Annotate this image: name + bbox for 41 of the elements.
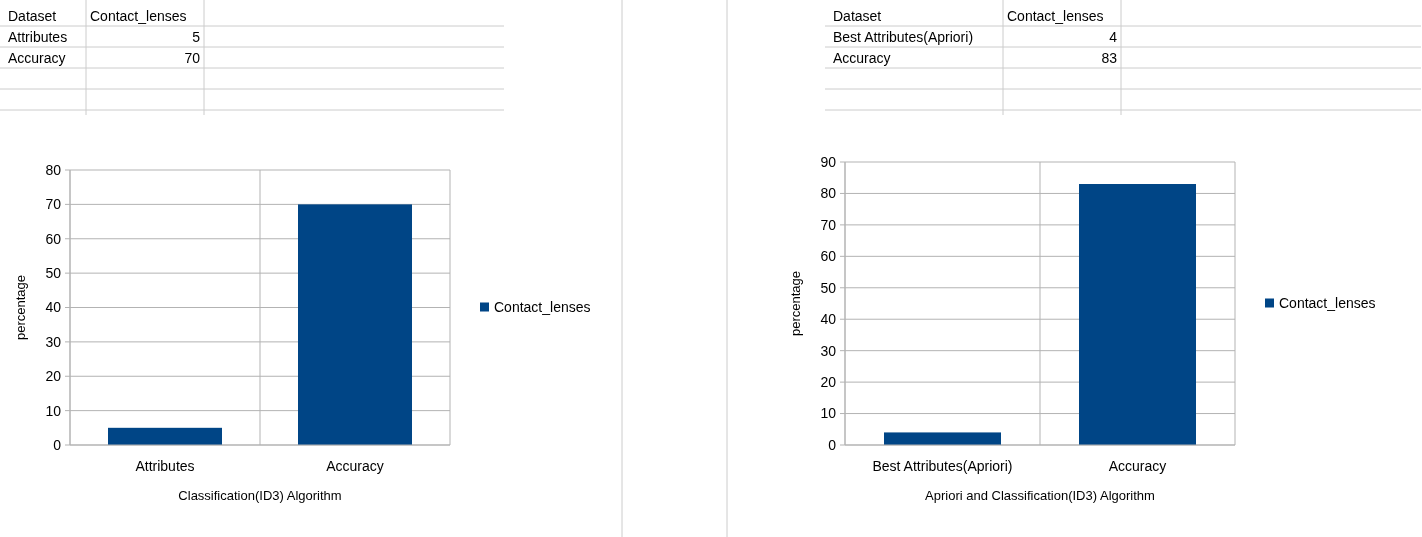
y-tick-label: 20 [45,368,62,385]
data-label: 4 [1109,29,1118,45]
x-axis-title: Classification(ID3) Algorithm [178,488,342,503]
y-tick-label: 80 [45,161,62,178]
data-label: 5 [192,29,201,45]
text: Dataset [833,8,882,24]
x-tick-label: Accuracy [326,458,384,474]
y-tick-label: 40 [45,299,62,316]
legend-label: Contact_lenses [1279,295,1376,312]
x-axis-title: Apriori and Classification(ID3) Algorithm [925,488,1155,503]
y-tick-label: 70 [820,216,837,233]
y-axis-title: percentage [788,270,803,337]
y-tick-label: 70 [45,196,62,213]
category-label: Accuracy [833,50,891,66]
y-tick-label: 30 [820,342,837,359]
data-label: 70 [184,50,201,66]
text: Contact_lenses [90,8,187,24]
text: Dataset [8,8,57,24]
y-tick-label: 60 [820,248,837,265]
category-label: Attributes [8,29,68,45]
y-tick-label: 0 [828,436,837,453]
category-label: Best Attributes(Apriori) [833,29,974,45]
y-tick-label: 40 [820,311,837,328]
y-tick-label: 50 [820,279,837,296]
y-tick-label: 60 [45,230,62,247]
x-tick-label: Best Attributes(Apriori) [872,458,1013,474]
category-label: Accuracy [8,50,66,66]
y-tick-label: 10 [820,405,837,422]
y-tick-label: 10 [45,402,62,419]
x-tick-label: Attributes [135,458,195,474]
text: Contact_lenses [1007,8,1104,24]
y-tick-label: 90 [820,153,837,170]
data-label: 83 [1101,50,1118,66]
legend-label: Contact_lenses [494,299,591,316]
y-axis-title: percentage [13,274,28,341]
y-tick-label: 30 [45,333,62,350]
y-tick-label: 0 [53,436,62,453]
y-tick-label: 80 [820,185,837,202]
y-tick-label: 50 [45,265,62,282]
x-tick-label: Accuracy [1108,458,1167,474]
y-tick-label: 20 [820,374,837,391]
